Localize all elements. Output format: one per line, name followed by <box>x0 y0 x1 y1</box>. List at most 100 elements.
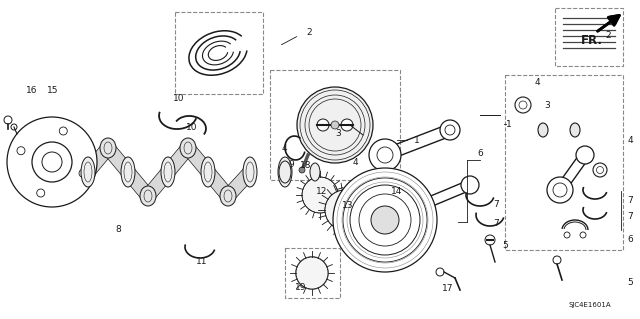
Text: SJC4E1601A: SJC4E1601A <box>568 302 611 308</box>
Circle shape <box>42 152 62 172</box>
Text: 6: 6 <box>477 149 483 158</box>
Text: 14: 14 <box>391 187 403 196</box>
Ellipse shape <box>181 139 195 157</box>
Circle shape <box>297 87 373 163</box>
Ellipse shape <box>278 157 292 187</box>
Text: 7: 7 <box>628 212 633 221</box>
Ellipse shape <box>101 139 115 157</box>
Ellipse shape <box>570 123 580 137</box>
Text: 15: 15 <box>47 86 58 95</box>
Polygon shape <box>123 167 154 200</box>
Circle shape <box>7 117 97 207</box>
Text: 3: 3 <box>335 130 340 138</box>
Ellipse shape <box>121 157 135 187</box>
Circle shape <box>396 196 424 224</box>
Text: 11: 11 <box>196 257 207 266</box>
Bar <box>555 8 623 66</box>
Circle shape <box>17 147 25 155</box>
Circle shape <box>580 232 586 238</box>
Text: 10: 10 <box>186 123 198 132</box>
Text: 3: 3 <box>545 101 550 110</box>
Ellipse shape <box>243 157 257 187</box>
Ellipse shape <box>279 158 291 186</box>
Text: 4: 4 <box>282 144 287 153</box>
Text: 4: 4 <box>628 136 633 145</box>
Bar <box>285 166 315 178</box>
Circle shape <box>553 256 561 264</box>
Ellipse shape <box>310 163 320 181</box>
Ellipse shape <box>161 157 175 187</box>
Text: 5: 5 <box>503 241 508 250</box>
Circle shape <box>36 189 45 197</box>
Circle shape <box>296 257 328 289</box>
Circle shape <box>369 139 401 171</box>
Text: 13: 13 <box>342 201 354 210</box>
Bar <box>175 12 263 94</box>
Ellipse shape <box>140 186 156 206</box>
Ellipse shape <box>82 158 94 186</box>
Text: 7: 7 <box>493 219 499 228</box>
Circle shape <box>564 232 570 238</box>
Text: 7: 7 <box>628 197 633 205</box>
Bar <box>270 70 400 180</box>
Ellipse shape <box>279 161 291 183</box>
Circle shape <box>32 142 72 182</box>
Polygon shape <box>182 144 213 176</box>
Circle shape <box>333 168 437 272</box>
Text: FR.: FR. <box>581 33 603 47</box>
Text: 17: 17 <box>442 284 454 293</box>
Bar <box>543 123 575 137</box>
Ellipse shape <box>180 138 196 158</box>
Polygon shape <box>83 144 113 176</box>
Circle shape <box>325 190 365 230</box>
Polygon shape <box>203 167 234 200</box>
Circle shape <box>331 121 339 129</box>
Ellipse shape <box>100 138 116 158</box>
Text: 6: 6 <box>628 235 633 244</box>
Text: 9: 9 <box>289 160 294 169</box>
Circle shape <box>317 119 329 131</box>
Text: 4: 4 <box>353 158 358 167</box>
Circle shape <box>11 124 17 130</box>
Circle shape <box>79 169 87 177</box>
Bar <box>285 248 340 298</box>
Circle shape <box>515 97 531 113</box>
Circle shape <box>485 235 495 245</box>
Polygon shape <box>163 144 193 176</box>
Circle shape <box>302 177 338 213</box>
Circle shape <box>4 116 12 124</box>
Text: 2: 2 <box>307 28 312 37</box>
Text: 1: 1 <box>506 120 511 129</box>
Circle shape <box>60 127 67 135</box>
Ellipse shape <box>221 187 235 205</box>
Text: 16: 16 <box>26 86 38 95</box>
Polygon shape <box>102 144 133 176</box>
Ellipse shape <box>220 186 236 206</box>
Polygon shape <box>223 167 255 201</box>
Ellipse shape <box>81 157 95 187</box>
Ellipse shape <box>244 158 256 186</box>
Ellipse shape <box>162 158 174 186</box>
Polygon shape <box>143 167 173 200</box>
Text: 19: 19 <box>295 283 307 292</box>
Text: 18: 18 <box>300 161 312 170</box>
Bar <box>505 75 623 250</box>
Ellipse shape <box>538 123 548 137</box>
Circle shape <box>547 177 573 203</box>
Text: 12: 12 <box>316 187 327 196</box>
Circle shape <box>576 146 594 164</box>
Circle shape <box>436 268 444 276</box>
Circle shape <box>371 206 399 234</box>
Ellipse shape <box>202 158 214 186</box>
Text: 5: 5 <box>628 278 633 287</box>
Text: 2: 2 <box>605 31 611 40</box>
Circle shape <box>299 167 305 173</box>
Ellipse shape <box>122 158 134 186</box>
Circle shape <box>440 120 460 140</box>
Text: 10: 10 <box>173 94 185 103</box>
Circle shape <box>461 176 479 194</box>
Circle shape <box>593 163 607 177</box>
Circle shape <box>341 119 353 131</box>
Text: 4: 4 <box>535 78 540 87</box>
Text: 1: 1 <box>414 136 420 145</box>
